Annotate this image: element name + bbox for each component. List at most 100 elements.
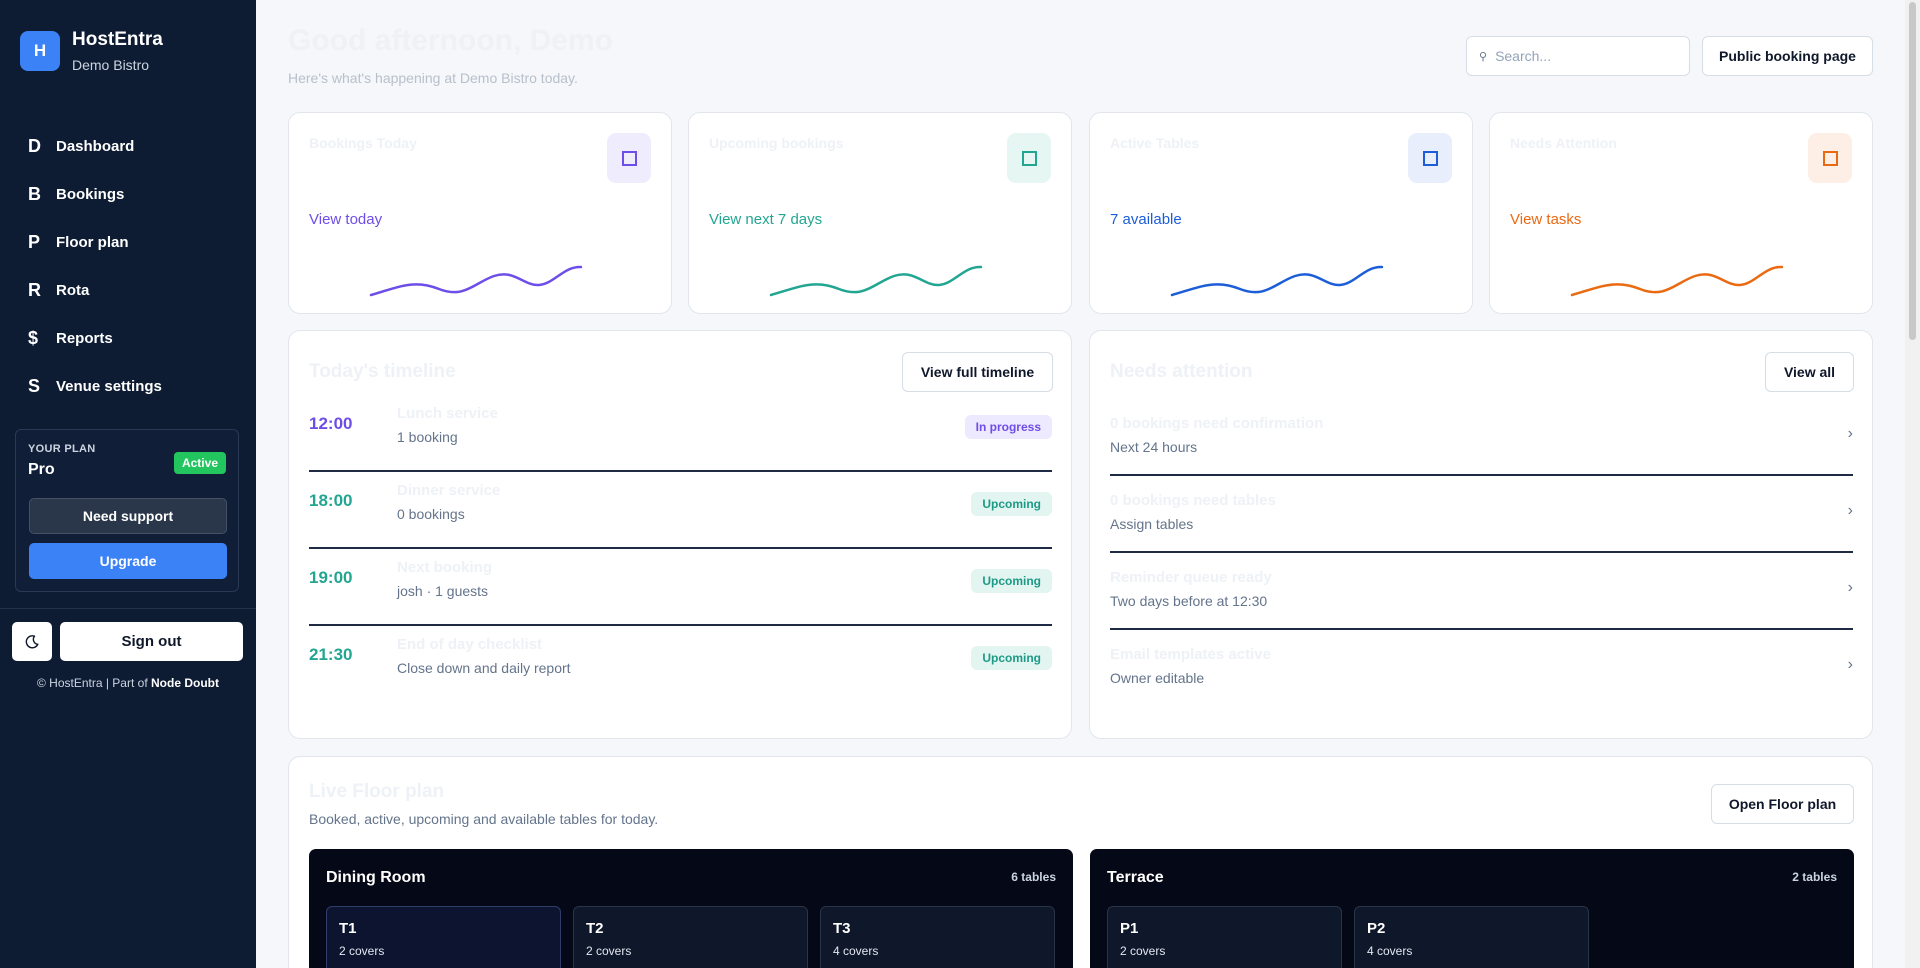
available-tables-link[interactable]: 7 available xyxy=(1110,211,1182,228)
need-support-button[interactable]: Need support xyxy=(29,498,227,534)
view-next-7-days-link[interactable]: View next 7 days xyxy=(709,211,823,228)
sidebar-item-bookings[interactable]: B Bookings xyxy=(0,170,256,218)
stat-title: Needs Attention xyxy=(1510,135,1617,151)
plan-status-badge: Active xyxy=(173,452,226,474)
timeline-row: 18:00 Dinner service 0 bookings Upcoming xyxy=(309,472,1052,549)
chevron-right-icon: › xyxy=(1847,502,1853,519)
attention-item[interactable]: 0 bookings need tables Assign tables › xyxy=(1110,476,1853,553)
search-icon: ⚲ xyxy=(1479,50,1488,63)
sidebar-item-label: Venue settings xyxy=(56,377,162,395)
stat-title: Bookings Today xyxy=(309,135,417,151)
room-dining-room: Dining Room 6 tables T1 2 covers T2 2 co… xyxy=(309,849,1073,968)
view-all-button[interactable]: View all xyxy=(1765,352,1854,392)
bookings-icon: B xyxy=(28,183,41,204)
table-name: P2 xyxy=(1367,920,1386,937)
timeline-row: 12:00 Lunch service 1 booking In progres… xyxy=(309,395,1052,472)
live-floor-plan-panel: Live Floor plan Booked, active, upcoming… xyxy=(288,756,1873,968)
stat-card-upcoming-bookings: Upcoming bookings View next 7 days xyxy=(688,112,1072,314)
view-today-link[interactable]: View today xyxy=(309,211,383,228)
attention-item-title: Reminder queue ready xyxy=(1110,569,1272,586)
timeline-event-name: Next booking xyxy=(397,559,493,576)
stat-card-active-tables: Active Tables 7 available xyxy=(1089,112,1473,314)
plan-caption: YOUR PLAN xyxy=(28,443,96,455)
chevron-right-icon: › xyxy=(1847,425,1853,442)
stat-title: Upcoming bookings xyxy=(709,135,844,151)
table-card[interactable]: P2 4 covers xyxy=(1354,906,1589,968)
upgrade-button[interactable]: Upgrade xyxy=(29,543,227,579)
table-covers: 2 covers xyxy=(586,944,632,958)
venue-name: Demo Bistro xyxy=(72,57,150,73)
sidebar-item-venue-settings[interactable]: S Venue settings xyxy=(0,362,256,410)
needs-attention-panel: Needs attention View all 0 bookings need… xyxy=(1089,330,1873,739)
sign-out-button[interactable]: Sign out xyxy=(60,622,243,661)
sidebar-item-label: Dashboard xyxy=(56,137,135,155)
page-scrollbar[interactable] xyxy=(1905,0,1920,968)
public-booking-page-button[interactable]: Public booking page xyxy=(1702,36,1873,76)
timeline-time: 18:00 xyxy=(309,491,353,510)
status-badge: Upcoming xyxy=(971,492,1052,516)
attention-item[interactable]: Reminder queue ready Two days before at … xyxy=(1110,553,1853,630)
sidebar-item-reports[interactable]: $ Reports xyxy=(0,314,256,362)
plan-name: Pro xyxy=(28,461,55,478)
attention-item-title: Email templates active xyxy=(1110,646,1271,663)
floor-plan-icon: P xyxy=(28,231,41,252)
alert-icon xyxy=(1808,133,1852,183)
attention-item-detail: Assign tables xyxy=(1110,516,1194,532)
timeline-time: 19:00 xyxy=(309,568,353,587)
room-terrace: Terrace 2 tables P1 2 covers P2 4 covers xyxy=(1090,849,1854,968)
copyright-text: © HostEntra | Part of xyxy=(36,676,148,690)
timeline-event-detail: 1 booking xyxy=(397,429,458,445)
settings-icon: S xyxy=(28,375,41,396)
brand-logo: H xyxy=(20,31,60,71)
open-floor-plan-button[interactable]: Open Floor plan xyxy=(1711,784,1854,824)
timeline-event-detail: Close down and daily report xyxy=(397,660,571,676)
search-input[interactable] xyxy=(1495,48,1676,64)
status-badge: Upcoming xyxy=(971,646,1052,670)
calendar-icon xyxy=(607,133,651,183)
timeline-time: 21:30 xyxy=(309,645,353,664)
sidebar-item-rota[interactable]: R Rota xyxy=(0,266,256,314)
page-subtitle: Here's what's happening at Demo Bistro t… xyxy=(288,70,578,86)
attention-item[interactable]: Email templates active Owner editable › xyxy=(1110,630,1853,707)
timeline-event-detail: 0 bookings xyxy=(397,506,465,522)
timeline-event-detail: josh · 1 guests xyxy=(397,583,489,599)
table-covers: 4 covers xyxy=(833,944,879,958)
table-name: T2 xyxy=(586,920,604,937)
sidebar-item-dashboard[interactable]: D Dashboard xyxy=(0,122,256,170)
sparkline xyxy=(1570,265,1784,297)
timeline-time: 12:00 xyxy=(309,414,353,433)
dashboard-icon: D xyxy=(28,135,41,156)
needs-attention-title: Needs attention xyxy=(1110,361,1253,382)
room-table-count: 2 tables xyxy=(1792,870,1837,884)
table-card[interactable]: T3 4 covers xyxy=(820,906,1055,968)
timeline-title: Today's timeline xyxy=(309,361,456,382)
company-link[interactable]: Node Doubt xyxy=(151,676,219,690)
view-full-timeline-button[interactable]: View full timeline xyxy=(902,352,1053,392)
chevron-right-icon: › xyxy=(1847,656,1853,673)
theme-toggle-button[interactable] xyxy=(12,622,52,661)
room-name: Dining Room xyxy=(326,869,426,886)
table-card[interactable]: T1 2 covers xyxy=(326,906,561,968)
brand[interactable]: H HostEntra Demo Bistro xyxy=(20,29,163,73)
search-box[interactable]: ⚲ xyxy=(1466,36,1690,76)
table-card[interactable]: P1 2 covers xyxy=(1107,906,1342,968)
attention-item-detail: Owner editable xyxy=(1110,670,1205,686)
sparkline xyxy=(769,265,983,297)
chevron-right-icon: › xyxy=(1847,579,1853,596)
sparkline xyxy=(369,265,583,297)
stat-title: Active Tables xyxy=(1110,135,1200,151)
sidebar-item-floor-plan[interactable]: P Floor plan xyxy=(0,218,256,266)
table-card[interactable]: T2 2 covers xyxy=(573,906,808,968)
status-badge: In progress xyxy=(964,415,1052,439)
view-tasks-link[interactable]: View tasks xyxy=(1510,211,1582,228)
table-name: P1 xyxy=(1120,920,1139,937)
table-icon xyxy=(1408,133,1452,183)
page-title: Good afternoon, Demo xyxy=(288,24,613,57)
attention-item[interactable]: 0 bookings need confirmation Next 24 hou… xyxy=(1110,399,1853,476)
sidebar: H HostEntra Demo Bistro D Dashboard B Bo… xyxy=(0,0,256,968)
scrollbar-thumb[interactable] xyxy=(1909,2,1916,340)
stat-card-needs-attention: Needs Attention View tasks xyxy=(1489,112,1873,314)
room-name: Terrace xyxy=(1107,869,1164,886)
timeline-event-name: Dinner service xyxy=(397,482,501,499)
timeline-row: 21:30 End of day checklist Close down an… xyxy=(309,626,1052,703)
